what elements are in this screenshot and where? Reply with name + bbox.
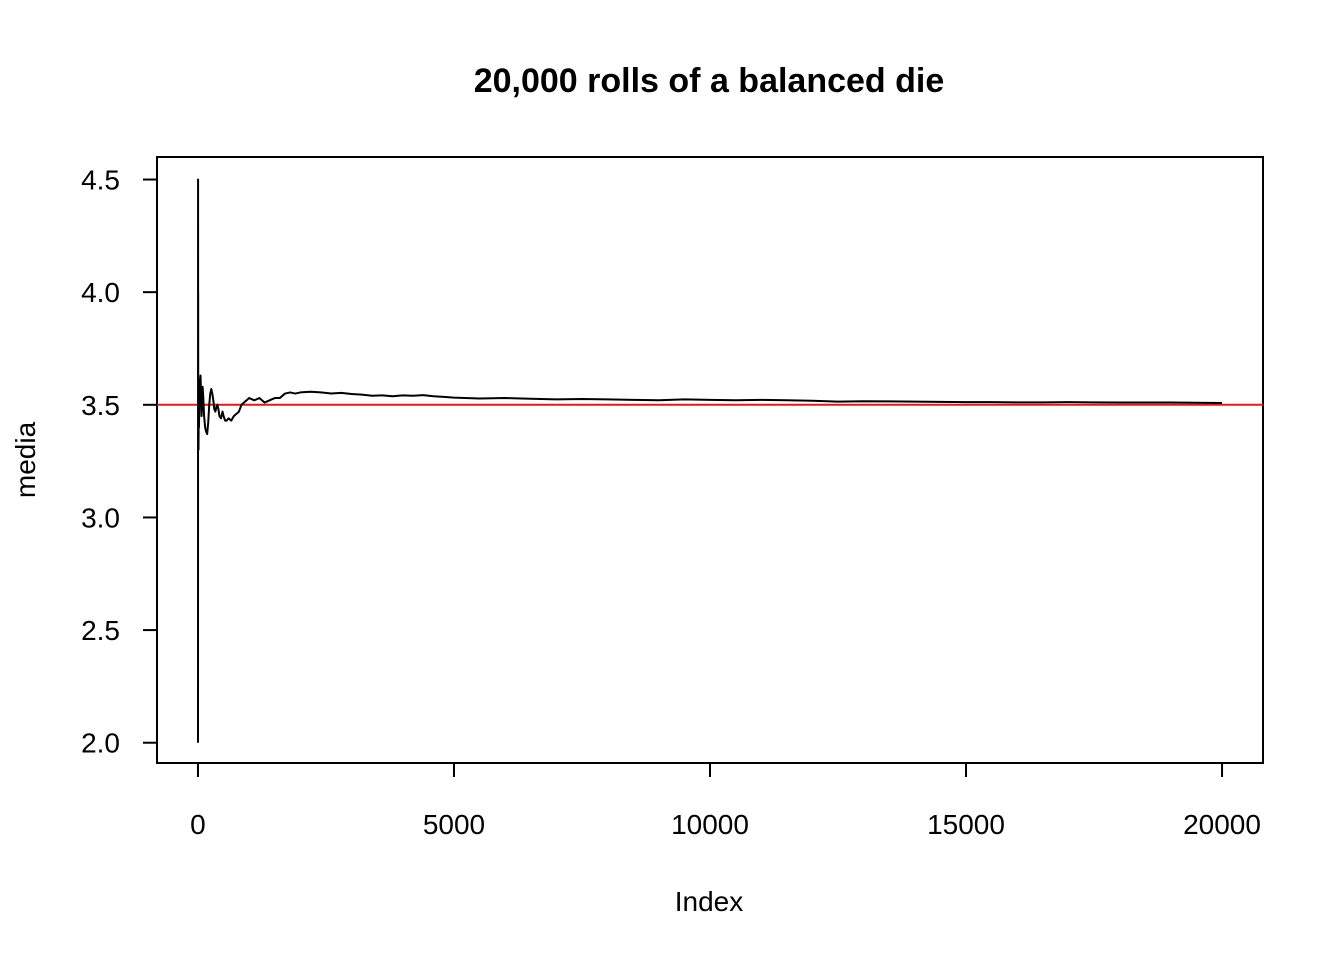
running-mean-line — [197, 178, 1223, 743]
x-tick-label: 15000 — [927, 809, 1005, 840]
y-axis: 2.0 2.5 3.0 3.5 4.0 4.5 — [81, 165, 158, 759]
x-tick-label: 5000 — [423, 809, 485, 840]
y-tick-label: 2.5 — [81, 615, 120, 646]
y-tick-label: 3.5 — [81, 390, 120, 421]
y-tick-label: 3.0 — [81, 502, 120, 533]
x-tick-label: 20000 — [1183, 809, 1261, 840]
y-axis-label: media — [10, 421, 41, 498]
x-axis: 0 5000 10000 15000 20000 — [190, 762, 1261, 840]
y-tick-label: 2.0 — [81, 728, 120, 759]
chart-title: 20,000 rolls of a balanced die — [474, 62, 945, 100]
y-tick-label: 4.5 — [81, 165, 120, 196]
x-tick-label: 10000 — [671, 809, 749, 840]
x-tick-label: 0 — [190, 809, 206, 840]
plot-frame — [156, 156, 1264, 764]
x-axis-label: Index — [675, 886, 744, 917]
y-tick-label: 4.0 — [81, 277, 120, 308]
